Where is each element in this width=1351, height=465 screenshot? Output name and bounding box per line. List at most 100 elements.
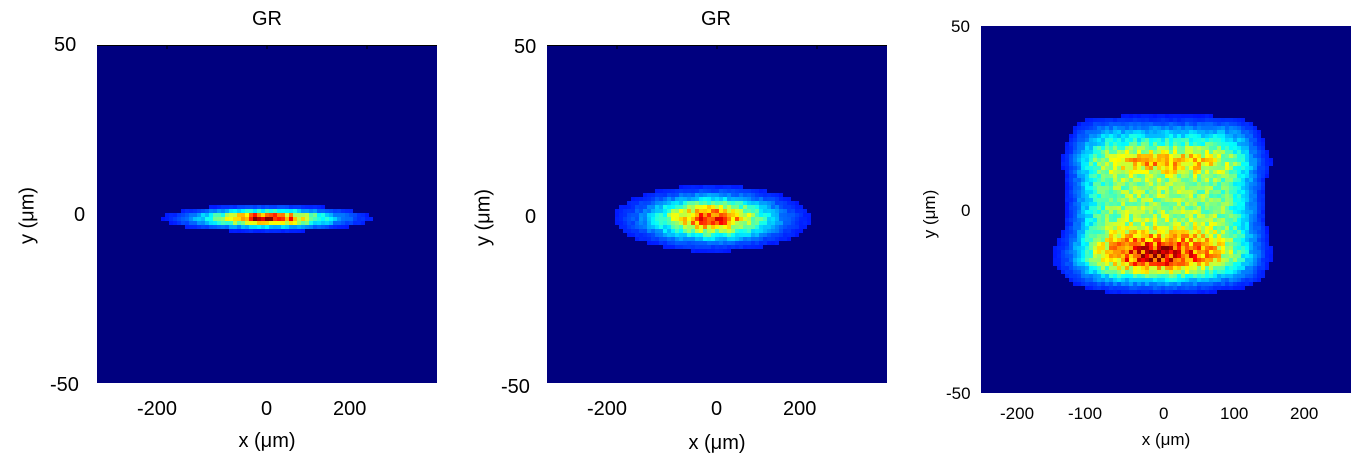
heatmap-cell <box>707 229 711 233</box>
heatmap-cell <box>1193 154 1197 158</box>
heatmap-cell <box>1265 170 1269 174</box>
heatmap-cell <box>1109 166 1113 170</box>
heatmap-cell <box>1157 282 1161 286</box>
heatmap-cell <box>759 201 763 205</box>
heatmap-cell <box>1237 178 1241 182</box>
heatmap-cell <box>1069 162 1073 166</box>
heatmap-cell <box>1213 118 1217 122</box>
heatmap-cell <box>707 201 711 205</box>
heatmap-cell <box>1149 150 1153 154</box>
heatmap-cell <box>353 217 357 221</box>
heatmap-cell <box>1097 218 1101 222</box>
heatmap-cell <box>1245 254 1249 258</box>
heatmap-cell <box>727 225 731 229</box>
heatmap-cell <box>1209 282 1213 286</box>
heatmap-cell <box>1209 122 1213 126</box>
heatmap-cell <box>703 237 707 241</box>
heatmap-cell <box>1065 194 1069 198</box>
heatmap-cell <box>647 193 651 197</box>
heatmap-cell <box>1093 250 1097 254</box>
heatmap-cell <box>1261 154 1265 158</box>
heatmap-cell <box>289 229 293 233</box>
heatmap-cell <box>1221 282 1225 286</box>
heatmap-cell <box>675 205 679 209</box>
heatmap-cell <box>229 229 233 233</box>
heatmap-cell <box>1209 154 1213 158</box>
heatmap-cell <box>1141 262 1145 266</box>
heatmap-cell <box>1157 186 1161 190</box>
heatmap-cell <box>1197 206 1201 210</box>
heatmap-cell <box>1101 158 1105 162</box>
heatmap-cell <box>1257 242 1261 246</box>
heatmap-cell <box>1101 142 1105 146</box>
heatmap-cell <box>1085 166 1089 170</box>
heatmap-cell <box>771 233 775 237</box>
heatmap-cell <box>1177 230 1181 234</box>
heatmap-cell <box>1129 194 1133 198</box>
heatmap-cell <box>1077 258 1081 262</box>
heatmap-cell <box>1069 226 1073 230</box>
heatmap-cell <box>1213 154 1217 158</box>
heatmap-cell <box>691 241 695 245</box>
heatmap-cell <box>1261 230 1265 234</box>
heatmap-cell <box>1157 246 1161 250</box>
heatmap-cell <box>1213 234 1217 238</box>
heatmap-cell <box>1185 214 1189 218</box>
heatmap-cell <box>305 205 309 209</box>
heatmap-cell <box>253 209 257 213</box>
heatmap-cell <box>1121 206 1125 210</box>
heatmap-cell <box>1213 210 1217 214</box>
heatmap-cell <box>1101 162 1105 166</box>
heatmap-cell <box>1233 122 1237 126</box>
heatmap-cell <box>735 197 739 201</box>
heatmap-cell <box>1101 242 1105 246</box>
heatmap-cell <box>1249 258 1253 262</box>
heatmap-cell <box>1093 198 1097 202</box>
heatmap-cell <box>349 209 353 213</box>
heatmap-cell <box>1097 286 1101 290</box>
heatmap-cell <box>1245 266 1249 270</box>
heatmap-cell <box>1069 234 1073 238</box>
heatmap-cell <box>1117 134 1121 138</box>
heatmap-cell <box>1153 174 1157 178</box>
heatmap-cell <box>321 225 325 229</box>
heatmap-cell <box>763 213 767 217</box>
heatmap-cell <box>1085 226 1089 230</box>
heatmap-cell <box>1181 234 1185 238</box>
heatmap-cell <box>1065 230 1069 234</box>
heatmap-cell <box>767 237 771 241</box>
heatmap-cell <box>1121 134 1125 138</box>
heatmap-cell <box>1169 218 1173 222</box>
heatmap-cell <box>1153 222 1157 226</box>
heatmap-cell <box>1225 202 1229 206</box>
heatmap-cell <box>1201 142 1205 146</box>
heatmap-cell <box>1237 154 1241 158</box>
heatmap-cell <box>1197 262 1201 266</box>
heatmap-cell <box>1073 170 1077 174</box>
heatmap-cell <box>277 217 281 221</box>
heatmap-cell <box>1209 166 1213 170</box>
heatmap-cell <box>1153 146 1157 150</box>
heatmap-cell <box>707 205 711 209</box>
heatmap-cell <box>1101 218 1105 222</box>
heatmap-cell <box>719 221 723 225</box>
heatmap-cell <box>1241 274 1245 278</box>
heatmap-cell <box>1261 266 1265 270</box>
heatmap-cell <box>1081 178 1085 182</box>
heatmap-cell <box>1233 170 1237 174</box>
heatmap-cell <box>325 225 329 229</box>
heatmap-cell <box>1205 202 1209 206</box>
heatmap-cell <box>1233 254 1237 258</box>
heatmap-cell <box>345 213 349 217</box>
heatmap-cell <box>1085 242 1089 246</box>
heatmap-cell <box>1129 198 1133 202</box>
heatmap-cell <box>1141 234 1145 238</box>
heatmap-cell <box>1077 266 1081 270</box>
heatmap-cell <box>1109 210 1113 214</box>
heatmap-cell <box>779 229 783 233</box>
heatmap-cell <box>647 217 651 221</box>
heatmap-cell <box>727 209 731 213</box>
heatmap-cell <box>169 213 173 217</box>
heatmap-cell <box>1137 134 1141 138</box>
heatmap-cell <box>1097 162 1101 166</box>
